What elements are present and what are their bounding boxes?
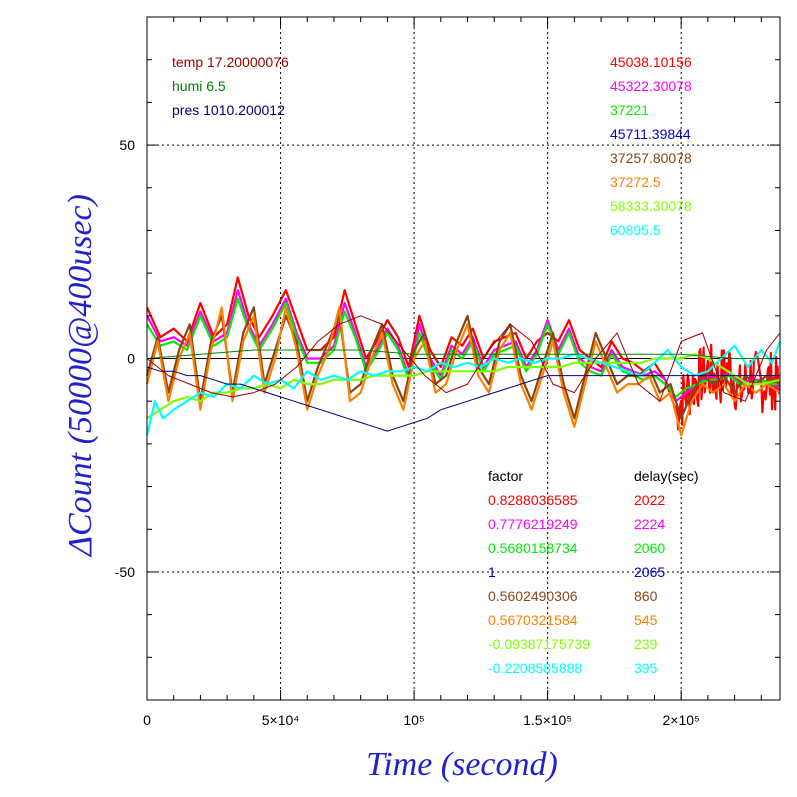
factor-row-7: -0.2208585888 [488,660,582,676]
env-legend: temp 17.20000076 humi 6.5 pres 1010.2000… [172,54,289,118]
x-tick-label: 1.5×10⁵ [523,712,572,728]
x-tick-label: 2×10⁵ [663,712,700,728]
factor-row-0: 0.8288036585 [488,492,578,508]
series-line-4 [145,306,781,437]
series-line-3 [145,306,781,420]
series-line-9 [146,349,780,359]
y-tick-label: 50 [119,137,135,153]
env-legend-pres: pres 1010.200012 [172,102,285,118]
delay-header: delay(sec) [634,468,699,484]
series-line-0 [145,276,781,431]
delay-row-4: 860 [634,588,658,604]
delay-row-2: 2060 [634,540,665,556]
series-value-2: 37221 [610,102,649,118]
y-tick-label: 0 [127,351,135,367]
series-line-5 [146,353,781,420]
series-value-7: 60895.5 [610,222,661,238]
series-value-6: 58333.30078 [610,198,692,214]
factor-row-5: 0.5670321584 [488,612,578,628]
tick-labels: 0 5×10⁴ 10⁵ 1.5×10⁵ 2×10⁵ 50 0 -50 [115,137,700,728]
series-line-8 [146,315,781,402]
y-tick-label: -50 [115,564,135,580]
series-value-0: 45038.10156 [610,54,692,70]
delay-row-1: 2224 [634,516,665,532]
series-line-6 [145,341,782,436]
env-legend-humi: humi 6.5 [172,78,226,94]
series-value-legend: 45038.10156 45322.30078 37221 45711.3984… [610,54,692,238]
env-legend-temp: temp 17.20000076 [172,54,289,70]
series-line-2 [146,297,780,398]
series-layer [145,276,782,437]
delay-row-5: 545 [634,612,658,628]
delay-row-6: 239 [634,636,658,652]
x-tick-label: 0 [143,712,151,728]
factor-row-3: 1 [488,564,496,580]
factor-row-1: 0.7776219249 [488,516,578,532]
delay-row-0: 2022 [634,492,665,508]
factor-row-6: -0.09387175739 [488,636,590,652]
series-value-4: 37257.80078 [610,150,692,166]
x-tick-label: 10⁵ [403,712,424,728]
x-axis-title: Time (second) [366,746,558,783]
x-tick-label: 5×10⁴ [262,712,300,728]
delay-row-3: 2065 [634,564,665,580]
series-value-1: 45322.30078 [610,78,692,94]
delay-row-7: 395 [634,660,658,676]
factor-row-4: 0.5602490306 [488,588,578,604]
factor-header: factor [488,468,523,484]
series-value-5: 37272.5 [610,174,661,190]
factor-row-2: 0.5680158734 [488,540,578,556]
factor-table: factor delay(sec) 0.8288036585 2022 0.77… [488,468,699,676]
series-value-3: 45711.39844 [610,126,691,142]
series-line-7 [146,366,780,432]
y-axis-title: ΔCount (50000@400usec) [62,194,99,558]
grid-layer [147,17,780,700]
frame-layer [146,16,781,701]
series-line-1 [146,289,781,403]
